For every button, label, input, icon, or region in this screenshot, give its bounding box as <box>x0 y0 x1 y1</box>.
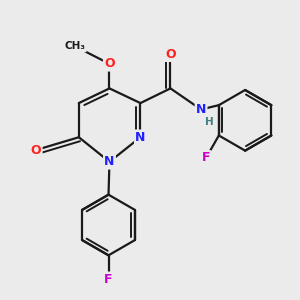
Text: CH₃: CH₃ <box>64 41 86 51</box>
Text: F: F <box>202 151 210 164</box>
Text: N: N <box>135 131 146 144</box>
Text: O: O <box>31 143 41 157</box>
Text: H: H <box>205 117 213 127</box>
Text: N: N <box>196 103 206 116</box>
Text: O: O <box>104 57 115 70</box>
Text: F: F <box>104 273 113 286</box>
Text: N: N <box>104 155 115 168</box>
Text: O: O <box>165 48 176 61</box>
